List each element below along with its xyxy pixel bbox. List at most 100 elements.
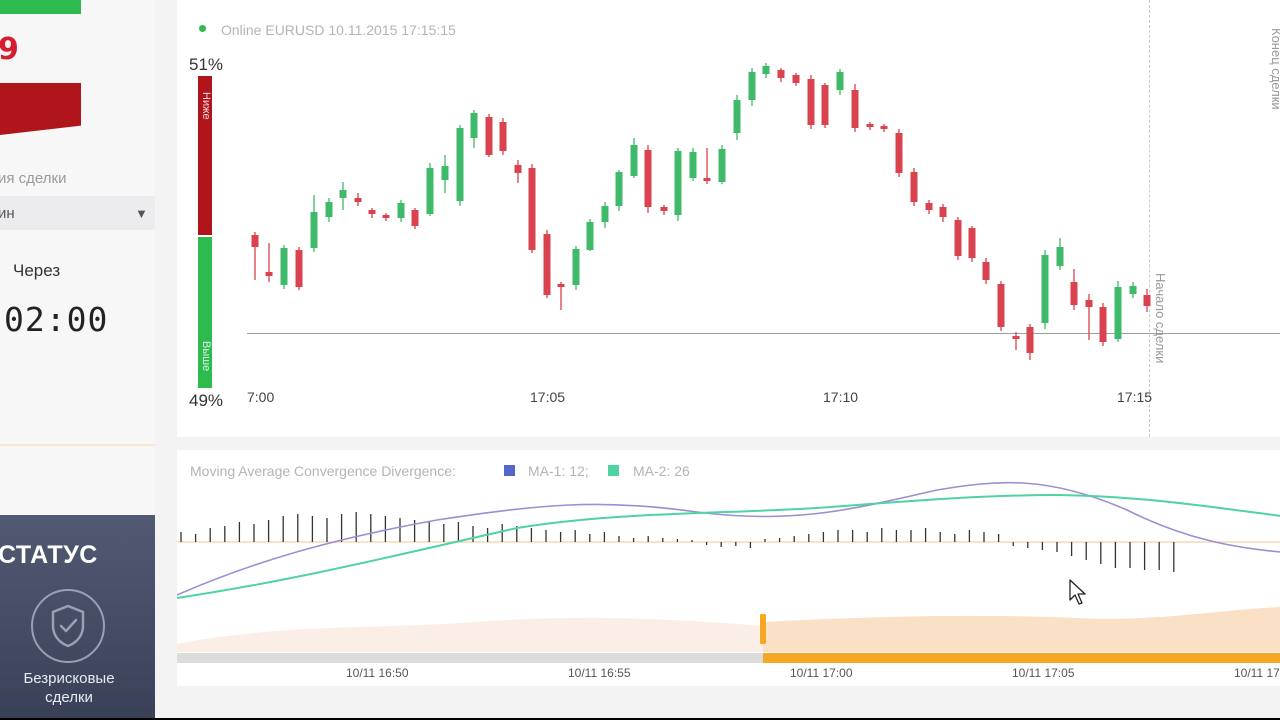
candle: [280, 245, 288, 289]
candle-body: [910, 172, 918, 202]
down-button[interactable]: [0, 83, 81, 135]
candle-body: [630, 145, 638, 176]
candle-body: [280, 248, 288, 285]
candle: [895, 129, 903, 177]
candle-body: [821, 85, 829, 125]
candle-body: [1114, 287, 1122, 339]
candle: [251, 232, 259, 280]
candle-body: [644, 150, 652, 207]
candle-body: [499, 122, 507, 151]
candle: [1026, 324, 1034, 360]
candle-body: [689, 152, 697, 178]
deal-start-label: Начало сделки: [1153, 273, 1168, 364]
candle-body: [557, 284, 565, 287]
candle: [762, 63, 770, 78]
candle-body: [441, 166, 449, 180]
candle-body: [339, 190, 347, 198]
candle: [310, 195, 318, 252]
candle-body: [295, 250, 303, 287]
candle: [615, 170, 623, 211]
navigator-tick: 10/11 17: [1234, 666, 1280, 680]
candle: [1129, 282, 1137, 298]
expiry-timer: 02:00: [4, 300, 109, 339]
candle: [674, 148, 682, 221]
candle: [470, 110, 478, 148]
duration-select[interactable]: ин ▼: [0, 196, 155, 230]
candle-body: [265, 272, 273, 276]
candle-body: [982, 262, 990, 280]
candle: [499, 118, 507, 155]
ma2-line: [177, 493, 1280, 599]
candle-body: [997, 284, 1005, 327]
navigator-handle: [760, 614, 766, 644]
ma1-legend-label: MA-1: 12;: [528, 463, 589, 479]
macd-title: Moving Average Convergence Divergence:: [190, 463, 456, 479]
candle-body: [954, 220, 962, 256]
chevron-down-icon: ▼: [135, 206, 148, 221]
price-chart[interactable]: Online EURUSD 10.11.2015 17:15:15 51% Ни…: [177, 0, 1280, 437]
navigator-history-area: [177, 617, 763, 652]
candle-body: [514, 165, 522, 173]
candle: [1056, 238, 1064, 270]
candle: [1085, 294, 1093, 340]
candle: [689, 148, 697, 181]
divider: [0, 444, 155, 446]
status-title: СТАТУС: [0, 541, 98, 569]
sentiment-down-percent: 51%: [189, 55, 224, 74]
navigator-tick: 10/11 16:50: [346, 666, 409, 680]
candle-body: [674, 151, 682, 215]
deal-end-label: Конец сделки: [1269, 28, 1280, 110]
candle: [836, 69, 844, 95]
status-card[interactable]: СТАТУС Безрисковые сделки: [0, 515, 155, 718]
candle-body: [1085, 300, 1093, 307]
expiry-label: Через: [13, 261, 61, 280]
candle: [982, 258, 990, 284]
candle: [586, 219, 594, 251]
candle-body: [397, 203, 405, 218]
candle-body: [792, 75, 800, 83]
candle: [866, 122, 874, 130]
candle-body: [1143, 295, 1151, 306]
candle: [354, 193, 362, 206]
candle: [441, 155, 449, 193]
sentiment-up-label: Выше: [200, 341, 212, 372]
candle-body: [615, 172, 623, 206]
candle-body: [925, 203, 933, 210]
navigator-scrollbar-thumb: [763, 653, 1280, 663]
candle-body: [426, 168, 434, 214]
x-tick: 17:10: [823, 389, 859, 405]
candle-body: [1129, 286, 1137, 294]
candle: [748, 68, 756, 106]
candle-body: [1099, 307, 1107, 342]
candle: [997, 281, 1005, 331]
candle: [718, 145, 726, 184]
sentiment-up-bar: Выше: [198, 237, 212, 388]
candle: [851, 84, 859, 132]
candle: [703, 148, 711, 184]
status-subtitle: Безрисковые сделки: [23, 670, 115, 706]
candle: [1070, 269, 1078, 310]
candle: [295, 247, 303, 290]
navigator-selected-area: [763, 607, 1280, 652]
candle: [426, 163, 434, 216]
sentiment-down-bar: Ниже: [198, 76, 212, 235]
candle-body: [470, 113, 478, 138]
candle-body: [601, 206, 609, 222]
candle-body: [1012, 336, 1020, 339]
time-navigator[interactable]: 10/11 16:50 10/11 16:55 10/11 17:00 10/1…: [177, 604, 1280, 686]
macd-indicator[interactable]: Moving Average Convergence Divergence: M…: [177, 450, 1280, 604]
candle: [630, 138, 638, 178]
candle: [456, 125, 464, 206]
shield-check-icon: [31, 589, 105, 663]
candle: [1099, 303, 1107, 346]
candle: [572, 246, 580, 290]
candle-body: [310, 212, 318, 248]
candle: [807, 75, 815, 129]
candle-body: [807, 79, 815, 125]
candle-body: [762, 66, 770, 74]
candle: [557, 282, 565, 310]
candle-body: [354, 198, 362, 202]
candle: [644, 145, 652, 213]
candle-body: [572, 249, 580, 285]
